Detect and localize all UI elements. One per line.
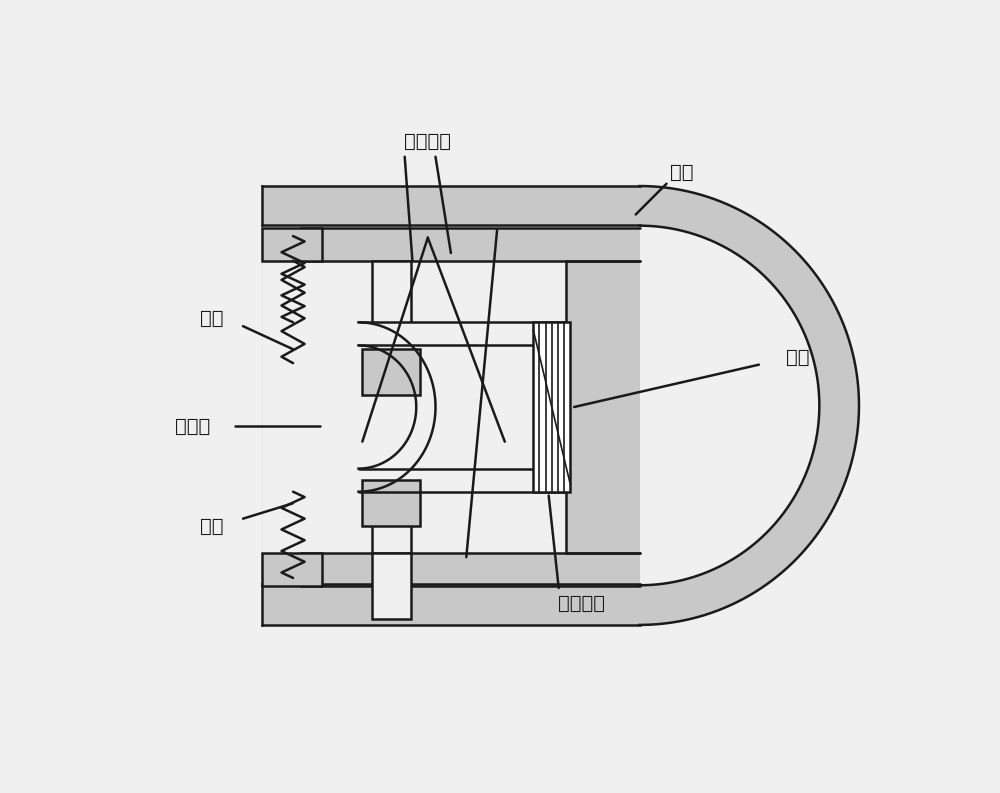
Polygon shape: [358, 322, 566, 492]
Bar: [372, 554, 411, 619]
Bar: [372, 261, 411, 554]
Text: 可控电流: 可控电流: [558, 594, 605, 613]
Polygon shape: [301, 261, 566, 554]
Polygon shape: [301, 228, 640, 261]
Polygon shape: [566, 261, 640, 554]
Bar: [533, 322, 570, 492]
Polygon shape: [262, 186, 859, 625]
Polygon shape: [262, 224, 819, 585]
Text: 线圈: 线圈: [786, 347, 809, 366]
Text: 软磁铁芯: 软磁铁芯: [404, 132, 451, 151]
Bar: [362, 480, 420, 527]
Text: 动圈: 动圈: [200, 517, 224, 536]
Text: 阻尼缩: 阻尼缩: [175, 417, 211, 436]
Polygon shape: [301, 554, 640, 586]
Text: 壳体: 壳体: [670, 163, 694, 182]
Text: 振膜: 振膜: [200, 309, 224, 328]
Bar: [262, 228, 322, 261]
Bar: [262, 554, 322, 586]
Bar: [362, 349, 420, 396]
